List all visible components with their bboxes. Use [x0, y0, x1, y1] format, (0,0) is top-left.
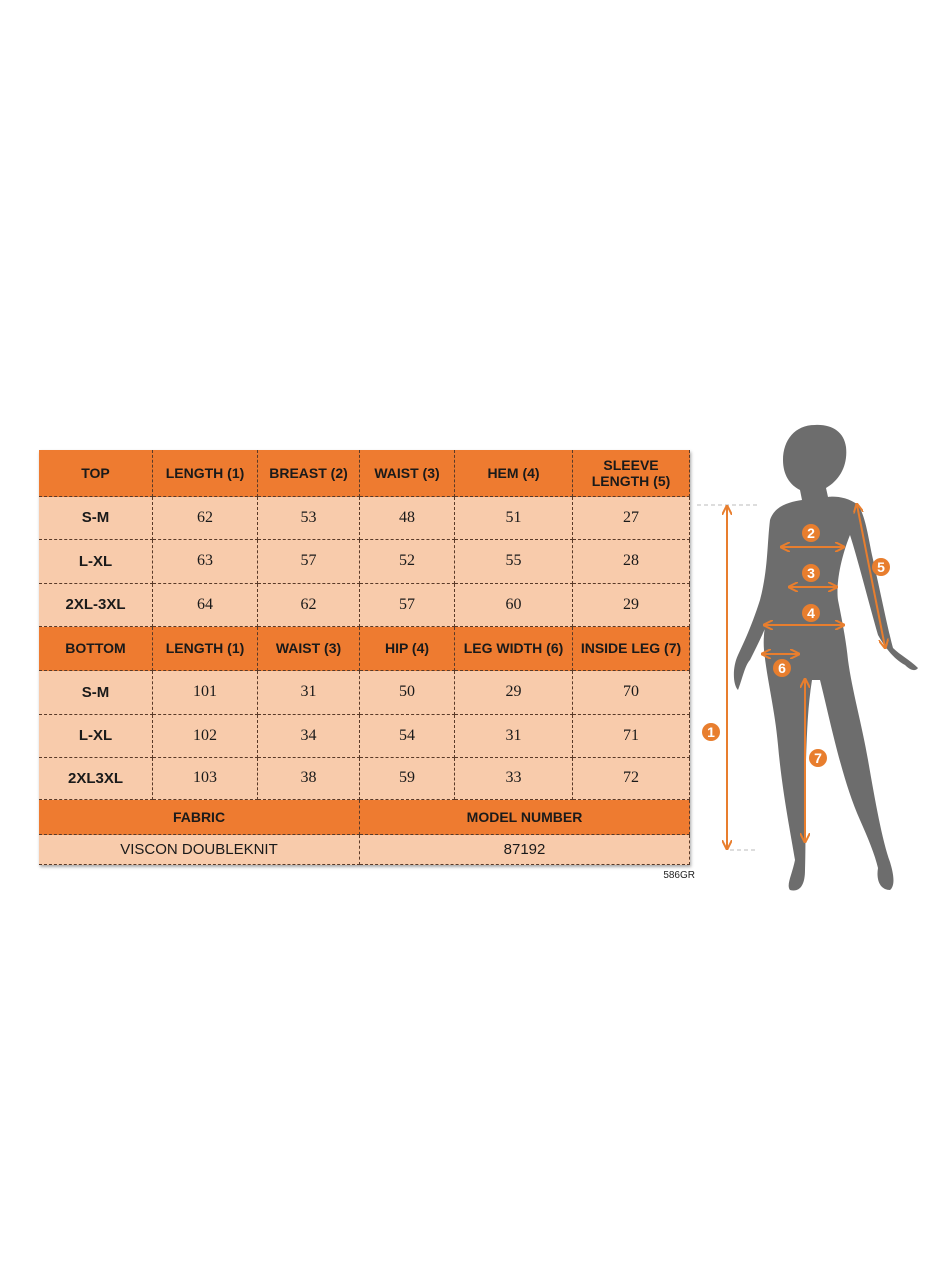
- column-header: WAIST (3): [258, 627, 360, 671]
- measurement-marker: [802, 604, 820, 622]
- measurement-marker-label: 4: [807, 605, 815, 621]
- model-number-header: MODEL NUMBER: [360, 800, 690, 835]
- measurement-cell: 71: [573, 715, 690, 758]
- sleeve-arrow: [857, 505, 885, 647]
- column-header: LEG WIDTH (6): [455, 627, 573, 671]
- measurement-marker-label: 1: [707, 724, 715, 740]
- measurement-cell: 57: [360, 584, 455, 627]
- measurement-cell: 51: [455, 497, 573, 540]
- measurement-cell: 63: [153, 540, 258, 584]
- column-header: WAIST (3): [360, 450, 455, 497]
- measurement-marker-label: 2: [807, 525, 815, 541]
- fabric-value: VISCON DOUBLEKNIT: [39, 835, 360, 865]
- measurement-cell: 34: [258, 715, 360, 758]
- measurement-cell: 64: [153, 584, 258, 627]
- measurement-cell: 70: [573, 671, 690, 715]
- product-code: 586GR: [663, 870, 695, 881]
- measurement-cell: 72: [573, 758, 690, 800]
- measurement-marker: [702, 723, 720, 741]
- size-label: 2XL3XL: [39, 758, 153, 800]
- measurement-cell: 31: [258, 671, 360, 715]
- measurement-marker: [802, 524, 820, 542]
- measurement-cell: 28: [573, 540, 690, 584]
- measurement-cell: 62: [258, 584, 360, 627]
- measurement-cell: 29: [455, 671, 573, 715]
- measurement-marker-label: 3: [807, 565, 815, 581]
- measurement-cell: 53: [258, 497, 360, 540]
- measurement-cell: 50: [360, 671, 455, 715]
- body-measurement-figure: 1 2 3 4 5 6 7: [697, 424, 918, 891]
- column-header: BOTTOM: [39, 627, 153, 671]
- measurement-marker: [872, 558, 890, 576]
- column-header: LENGTH (1): [153, 450, 258, 497]
- measurement-cell: 57: [258, 540, 360, 584]
- measurement-cell: 27: [573, 497, 690, 540]
- measurement-cell: 38: [258, 758, 360, 800]
- model-number-value: 87192: [360, 835, 690, 865]
- measurement-cell: 101: [153, 671, 258, 715]
- fabric-header: FABRIC: [39, 800, 360, 835]
- measurement-cell: 31: [455, 715, 573, 758]
- column-header: INSIDE LEG (7): [573, 627, 690, 671]
- measurement-marker: [802, 564, 820, 582]
- column-header: BREAST (2): [258, 450, 360, 497]
- column-header: HEM (4): [455, 450, 573, 497]
- size-label: L-XL: [39, 715, 153, 758]
- measurement-cell: 48: [360, 497, 455, 540]
- measurement-cell: 59: [360, 758, 455, 800]
- measurement-cell: 55: [455, 540, 573, 584]
- size-label: S-M: [39, 497, 153, 540]
- measurement-cell: 29: [573, 584, 690, 627]
- body-silhouette: [733, 424, 918, 891]
- measurement-marker-label: 5: [877, 559, 885, 575]
- column-header: TOP: [39, 450, 153, 497]
- measurement-cell: 54: [360, 715, 455, 758]
- measurement-marker-label: 6: [778, 660, 786, 676]
- column-header: LENGTH (1): [153, 627, 258, 671]
- measurement-marker-label: 7: [814, 750, 822, 766]
- measurement-marker: [809, 749, 827, 767]
- size-label: S-M: [39, 671, 153, 715]
- measurement-marker: [773, 659, 791, 677]
- column-header: HIP (4): [360, 627, 455, 671]
- measurement-cell: 62: [153, 497, 258, 540]
- measurement-cell: 52: [360, 540, 455, 584]
- measurement-cell: 103: [153, 758, 258, 800]
- measurement-cell: 33: [455, 758, 573, 800]
- measurement-cell: 60: [455, 584, 573, 627]
- measurement-cell: 102: [153, 715, 258, 758]
- size-chart-table: TOP LENGTH (1) BREAST (2) WAIST (3) HEM (4) S…: [39, 450, 690, 865]
- size-label: L-XL: [39, 540, 153, 584]
- size-label: 2XL-3XL: [39, 584, 153, 627]
- column-header: SLEEVE LENGTH (5): [573, 450, 690, 497]
